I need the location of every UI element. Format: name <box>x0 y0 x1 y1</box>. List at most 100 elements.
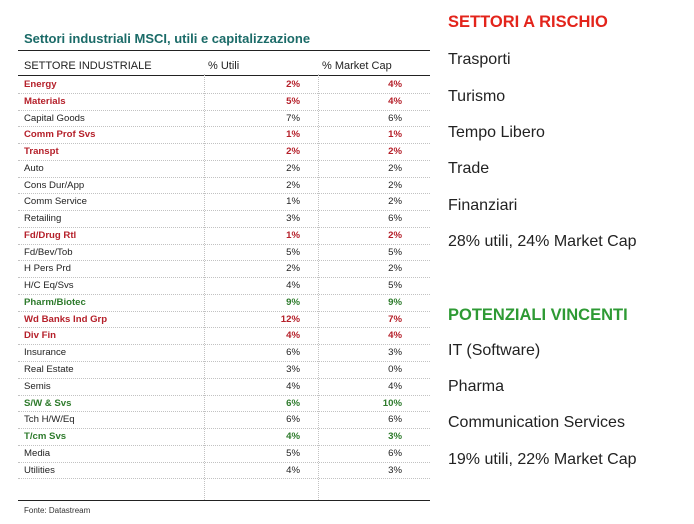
sector-cell: Retailing <box>24 213 62 225</box>
table-top-rule <box>18 50 430 51</box>
sector-cell: Tch H/W/Eq <box>24 414 75 426</box>
table-row: Retailing 3% 6% <box>18 211 430 228</box>
sector-cell: Pharm/Biotec <box>24 296 86 308</box>
winner-item: Communication Services <box>448 414 625 431</box>
header-sector: SETTORE INDUSTRIALE <box>24 60 152 72</box>
table-row: Transpt 2% 2% <box>18 144 430 161</box>
table-row: Pharm/Biotec 9% 9% <box>18 295 430 312</box>
market-cap-cell: 9% <box>388 296 402 308</box>
market-cap-cell: 2% <box>388 263 402 275</box>
market-cap-cell: 1% <box>388 129 402 141</box>
risk-item: Trade <box>448 160 490 177</box>
utili-cell: 5% <box>286 95 300 107</box>
table-body: Energy 2% 4% Materials 5% 4% Capital Goods 7% 6%… <box>18 77 430 480</box>
utili-cell: 2% <box>286 263 300 275</box>
risk-summary: 28% utili, 24% Market Cap <box>448 233 637 250</box>
header-market-cap: % Market Cap <box>322 60 392 72</box>
utili-cell: 2% <box>286 146 300 158</box>
market-cap-cell: 5% <box>388 280 402 292</box>
sector-cell: Fd/Bev/Tob <box>24 246 73 258</box>
sector-cell: Wd Banks Ind Grp <box>24 313 108 325</box>
table-row: H Pers Prd 2% 2% <box>18 261 430 279</box>
market-cap-cell: 7% <box>388 313 402 325</box>
market-cap-cell: 3% <box>388 464 402 476</box>
sector-cell: Fd/Drug Rtl <box>24 229 77 241</box>
table-row: Comm Prof Svs 1% 1% <box>18 127 430 145</box>
utili-cell: 3% <box>286 364 300 376</box>
utili-cell: 2% <box>286 79 300 90</box>
table-row: Fd/Drug Rtl 1% 2% <box>18 228 430 245</box>
utili-cell: 5% <box>286 447 300 459</box>
market-cap-cell: 2% <box>388 196 402 208</box>
utili-cell: 9% <box>286 296 300 308</box>
market-cap-cell: 10% <box>382 397 402 409</box>
market-cap-cell: 4% <box>388 79 402 90</box>
utili-cell: 5% <box>286 246 300 258</box>
utili-cell: 2% <box>286 179 300 191</box>
utili-cell: 4% <box>286 280 300 292</box>
winners-summary: 19% utili, 22% Market Cap <box>448 451 637 468</box>
table-row: Insurance 6% 3% <box>18 345 430 363</box>
market-cap-cell: 4% <box>388 330 402 342</box>
winner-item: Pharma <box>448 378 505 395</box>
market-cap-cell: 2% <box>388 162 402 174</box>
utili-cell: 3% <box>286 213 300 225</box>
table-source: Fonte: Datastream <box>24 506 91 515</box>
table-row: Cons Dur/App 2% 2% <box>18 178 430 195</box>
market-cap-cell: 2% <box>388 179 402 191</box>
utili-cell: 1% <box>286 129 300 141</box>
table-row: Media 5% 6% <box>18 446 430 463</box>
table-row: Semis 4% 4% <box>18 379 430 396</box>
column-divider <box>318 74 319 500</box>
utili-cell: 4% <box>286 330 300 342</box>
table-row: T/cm Svs 4% 3% <box>18 429 430 446</box>
table-row: Real Estate 3% 0% <box>18 362 430 379</box>
table-row: Materials 5% 4% <box>18 94 430 111</box>
winners-heading: POTENZIALI VINCENTI <box>448 306 628 324</box>
utili-cell: 6% <box>286 397 300 409</box>
market-cap-cell: 6% <box>388 112 402 124</box>
market-cap-cell: 4% <box>388 95 402 107</box>
market-cap-cell: 3% <box>388 431 402 443</box>
utili-cell: 6% <box>286 347 300 359</box>
risk-heading: SETTORI A RISCHIO <box>448 13 608 31</box>
market-cap-cell: 6% <box>388 414 402 426</box>
utili-cell: 2% <box>286 162 300 174</box>
sector-cell: Semis <box>24 380 51 392</box>
utili-cell: 1% <box>286 229 300 241</box>
table-row: H/C Eq/Svs 4% 5% <box>18 278 430 295</box>
sector-cell: T/cm Svs <box>24 431 67 443</box>
sector-cell: Media <box>24 447 51 459</box>
table-header-rule <box>18 75 430 76</box>
market-cap-cell: 6% <box>388 213 402 225</box>
risk-item: Tempo Libero <box>448 124 545 141</box>
risk-item: Finanziari <box>448 197 518 214</box>
table-row: Div Fin 4% 4% <box>18 328 430 346</box>
risk-item: Trasporti <box>448 51 511 68</box>
sector-cell: H/C Eq/Svs <box>24 280 74 292</box>
table-row: Fd/Bev/Tob 5% 5% <box>18 245 430 262</box>
market-cap-cell: 0% <box>388 364 402 376</box>
column-divider <box>204 74 205 500</box>
sector-cell: Real Estate <box>24 364 74 376</box>
sector-cell: Insurance <box>24 347 67 359</box>
table-row: Utilities 4% 3% <box>18 463 430 480</box>
market-cap-cell: 6% <box>388 447 402 459</box>
table-row: Capital Goods 7% 6% <box>18 111 430 128</box>
sector-cell: Comm Service <box>24 196 87 208</box>
market-cap-cell: 3% <box>388 347 402 359</box>
utili-cell: 6% <box>286 414 300 426</box>
table-row: Wd Banks Ind Grp 12% 7% <box>18 312 430 329</box>
market-cap-cell: 4% <box>388 380 402 392</box>
utili-cell: 12% <box>280 313 300 325</box>
winner-item: IT (Software) <box>448 342 541 359</box>
sector-cell: Materials <box>24 95 66 107</box>
table-row: Comm Service 1% 2% <box>18 194 430 212</box>
sector-cell: Div Fin <box>24 330 56 342</box>
sector-cell: H Pers Prd <box>24 263 71 275</box>
market-cap-cell: 5% <box>388 246 402 258</box>
utili-cell: 4% <box>286 464 300 476</box>
table-row: Auto 2% 2% <box>18 161 430 178</box>
table-row: Energy 2% 4% <box>18 77 430 94</box>
sector-cell: Cons Dur/App <box>24 179 85 191</box>
